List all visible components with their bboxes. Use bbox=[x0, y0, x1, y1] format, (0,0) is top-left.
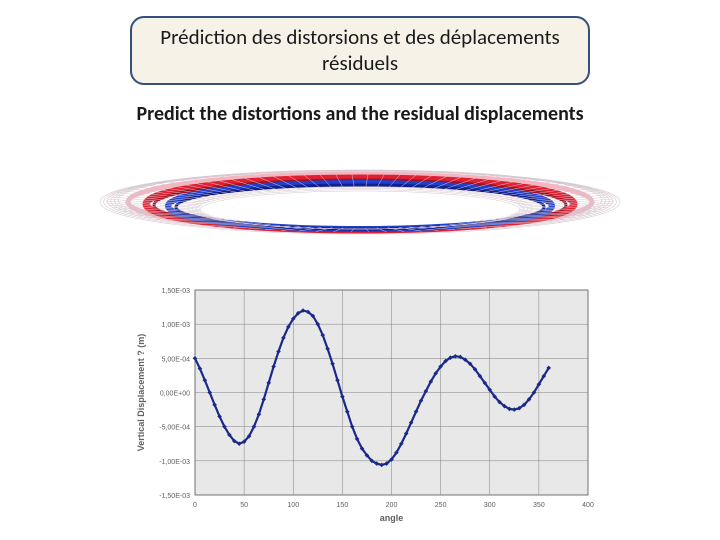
svg-text:150: 150 bbox=[337, 502, 349, 509]
svg-text:-5,00E-04: -5,00E-04 bbox=[159, 425, 190, 432]
svg-text:200: 200 bbox=[386, 502, 398, 509]
svg-text:350: 350 bbox=[533, 502, 545, 509]
svg-text:1,00E-03: 1,00E-03 bbox=[162, 322, 191, 329]
svg-text:-1,50E-03: -1,50E-03 bbox=[159, 493, 190, 500]
ring-deformation-figure bbox=[80, 150, 640, 260]
svg-text:100: 100 bbox=[287, 502, 299, 509]
svg-text:50: 50 bbox=[240, 502, 248, 509]
subtitle: Predict the distortions and the residual… bbox=[0, 102, 720, 126]
title-line1: Prédiction des distorsions et des déplac… bbox=[160, 24, 559, 50]
svg-text:400: 400 bbox=[582, 502, 594, 509]
svg-text:250: 250 bbox=[435, 502, 447, 509]
svg-text:Vertical Displacement ? (m): Vertical Displacement ? (m) bbox=[136, 334, 146, 452]
svg-text:angle: angle bbox=[380, 513, 404, 523]
svg-text:-1,00E-03: -1,00E-03 bbox=[159, 459, 190, 466]
svg-text:1,50E-03: 1,50E-03 bbox=[162, 288, 191, 295]
displacement-chart: -1,50E-03 -1,00E-03 -5,00E-04 0,00E+00 5,00E… bbox=[130, 280, 600, 525]
svg-text:300: 300 bbox=[484, 502, 496, 509]
svg-text:0,00E+00: 0,00E+00 bbox=[160, 391, 190, 398]
svg-text:5,00E-04: 5,00E-04 bbox=[162, 356, 191, 363]
svg-text:0: 0 bbox=[193, 502, 197, 509]
title-box: Prédiction des distorsions et des déplac… bbox=[130, 16, 590, 85]
title-line2: résiduels bbox=[322, 50, 398, 76]
